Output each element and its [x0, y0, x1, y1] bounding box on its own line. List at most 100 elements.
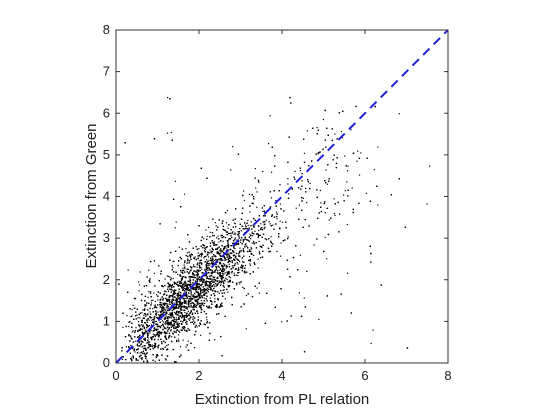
- data-point: [377, 146, 379, 148]
- data-point: [158, 314, 160, 316]
- data-point: [136, 314, 138, 316]
- data-point: [213, 253, 215, 256]
- data-point: [249, 260, 251, 262]
- data-point: [171, 324, 174, 326]
- data-point: [178, 291, 180, 293]
- data-point: [320, 202, 322, 204]
- data-point: [190, 310, 192, 312]
- data-point: [208, 280, 210, 283]
- data-point: [215, 258, 217, 261]
- data-point: [159, 332, 161, 334]
- data-point: [150, 324, 153, 326]
- data-point: [211, 279, 213, 281]
- data-point: [217, 235, 219, 237]
- data-point: [147, 313, 149, 315]
- data-point: [265, 219, 267, 221]
- data-point: [151, 300, 153, 302]
- data-point: [270, 171, 273, 173]
- data-point: [187, 299, 190, 301]
- data-point: [223, 259, 225, 261]
- data-point: [138, 290, 140, 292]
- data-point: [180, 346, 182, 348]
- data-point: [160, 303, 162, 306]
- data-point: [301, 180, 303, 182]
- data-point: [227, 291, 229, 293]
- data-point: [288, 193, 290, 195]
- data-point: [245, 243, 247, 245]
- data-point: [152, 308, 154, 310]
- data-point: [268, 221, 270, 223]
- data-point: [299, 254, 301, 256]
- data-point: [238, 268, 240, 271]
- data-point: [203, 323, 205, 325]
- data-point: [258, 251, 261, 253]
- data-point: [205, 259, 208, 261]
- data-point: [201, 278, 203, 280]
- data-point: [152, 347, 154, 349]
- data-point: [236, 239, 238, 241]
- data-point: [153, 318, 155, 320]
- data-point: [231, 270, 233, 273]
- data-point: [147, 341, 149, 344]
- data-point: [199, 322, 201, 324]
- data-point: [157, 339, 159, 341]
- data-point: [325, 169, 327, 171]
- data-point: [292, 256, 295, 259]
- data-point: [213, 244, 215, 246]
- data-point: [178, 296, 180, 298]
- data-point: [188, 319, 191, 321]
- data-point: [193, 303, 195, 305]
- data-point: [253, 240, 255, 243]
- data-point: [215, 225, 217, 227]
- data-point: [163, 327, 165, 329]
- data-point: [199, 253, 201, 255]
- data-point: [141, 359, 143, 361]
- data-point: [164, 311, 166, 313]
- data-point: [188, 260, 191, 262]
- data-point: [234, 223, 236, 225]
- data-point: [299, 167, 301, 169]
- data-point: [172, 277, 174, 280]
- data-point: [181, 287, 183, 289]
- data-point: [337, 201, 339, 204]
- data-point: [267, 247, 270, 249]
- data-point: [209, 249, 211, 251]
- data-point: [271, 215, 273, 217]
- data-point: [186, 303, 188, 305]
- data-point: [228, 263, 230, 265]
- data-point: [206, 316, 208, 318]
- data-point: [256, 191, 258, 193]
- data-point: [201, 283, 204, 285]
- data-point: [138, 336, 140, 338]
- data-point: [221, 265, 223, 268]
- data-point: [143, 313, 145, 315]
- data-point: [194, 270, 196, 272]
- data-point: [180, 275, 182, 277]
- data-point: [159, 301, 161, 304]
- data-point: [205, 292, 207, 294]
- data-point: [291, 188, 294, 190]
- data-point: [204, 274, 206, 277]
- data-point: [153, 272, 155, 274]
- data-point: [338, 231, 340, 233]
- data-point: [346, 170, 349, 172]
- data-point: [204, 283, 207, 285]
- data-point: [228, 270, 230, 273]
- data-point: [219, 261, 221, 263]
- data-point: [148, 279, 151, 282]
- data-point: [170, 329, 172, 331]
- data-point: [365, 192, 367, 195]
- data-point: [207, 291, 209, 293]
- data-point: [172, 319, 174, 321]
- data-point: [173, 307, 175, 309]
- data-point: [175, 301, 177, 303]
- data-point: [175, 327, 177, 329]
- data-point: [347, 165, 349, 167]
- data-point: [237, 259, 240, 261]
- data-point: [248, 250, 251, 252]
- data-point: [196, 296, 198, 298]
- data-point: [217, 291, 219, 293]
- data-point: [201, 268, 203, 270]
- data-point: [157, 334, 159, 336]
- data-point: [169, 322, 171, 324]
